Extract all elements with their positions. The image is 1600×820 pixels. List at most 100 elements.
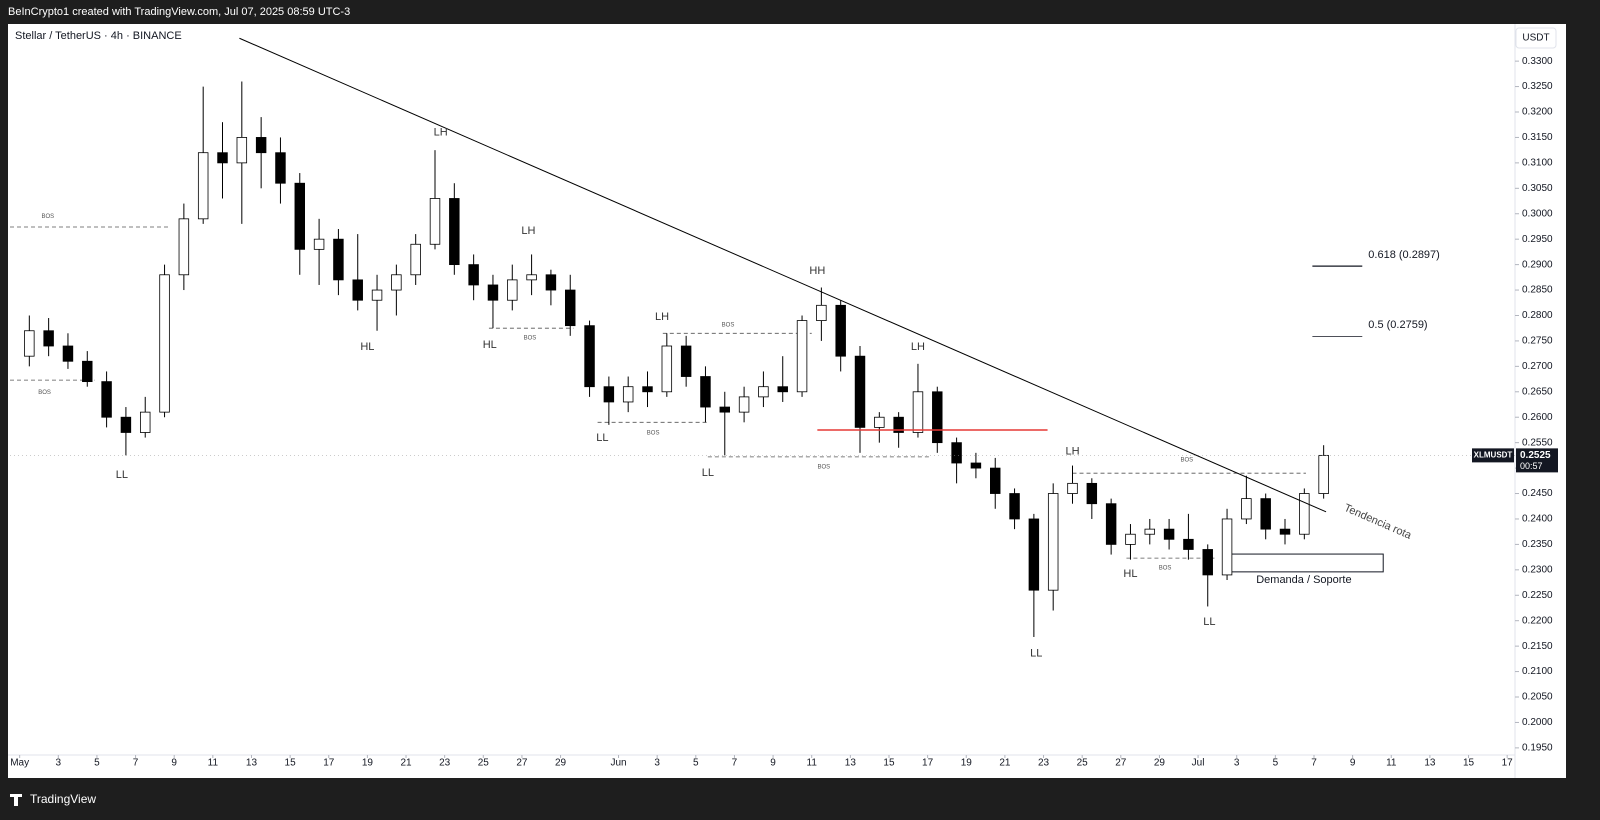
candle-body	[1105, 503, 1117, 545]
y-tick-label: 0.2250	[1522, 590, 1553, 601]
x-tick-label: 11	[807, 758, 818, 769]
candle-body	[990, 467, 1001, 494]
candle-body	[1047, 493, 1059, 591]
candle-body	[758, 386, 769, 398]
swing-label: LL	[1030, 648, 1042, 660]
y-tick-label: 0.3250	[1522, 81, 1553, 92]
swing-label: HL	[483, 339, 497, 351]
candle-body	[835, 304, 846, 357]
x-tick-label: 9	[1350, 758, 1356, 769]
swing-label: LL	[116, 469, 128, 481]
y-tick-label: 0.2650	[1522, 386, 1553, 397]
y-tick-label: 0.2850	[1522, 285, 1553, 296]
swing-label: HL	[1123, 568, 1137, 580]
credit: BeInCrypto1 created with TradingView.com…	[8, 6, 350, 18]
candle-body	[642, 386, 653, 393]
x-tick-label: 15	[285, 758, 297, 769]
x-tick-label: Jun	[610, 758, 626, 769]
y-tick-label: 0.2100	[1522, 666, 1553, 677]
swing-label: HL	[360, 341, 374, 353]
swing-label: LH	[434, 126, 448, 138]
y-tick-label: 0.2200	[1522, 615, 1553, 626]
candle-body	[680, 345, 692, 377]
candle-body	[197, 152, 209, 220]
swing-label: LH	[655, 311, 669, 323]
currency-box	[1515, 27, 1557, 49]
countdown: 00:57	[1520, 461, 1543, 471]
candle-body	[526, 274, 537, 281]
bos-label: BOS	[722, 323, 735, 329]
x-tick-label: 5	[1273, 758, 1279, 769]
y-tick-label: 0.3050	[1522, 183, 1553, 194]
y-tick-label: 0.3150	[1522, 132, 1553, 143]
y-tick-label: 0.3100	[1522, 158, 1553, 169]
swing-label: LH	[521, 225, 535, 237]
x-tick-label: 3	[1234, 758, 1240, 769]
x-tick-label: 27	[1115, 758, 1127, 769]
candle-body	[178, 218, 190, 276]
fib-label: 0.618 (0.2897)	[1368, 249, 1440, 261]
candle-body	[796, 320, 808, 393]
x-tick-label: 7	[732, 758, 738, 769]
candle-body	[738, 396, 750, 413]
candle-body	[1260, 498, 1271, 530]
candle-body	[1279, 528, 1291, 535]
candle-body	[1202, 549, 1213, 576]
candle-body	[1241, 498, 1252, 520]
x-tick-label: 9	[171, 758, 177, 769]
x-tick-label: 7	[1311, 758, 1317, 769]
x-tick-label: 15	[1463, 758, 1475, 769]
candle-body	[371, 289, 383, 301]
x-tick-label: May	[10, 758, 29, 769]
swing-label: LL	[1203, 616, 1215, 628]
swing-label: LL	[596, 432, 608, 444]
swing-label: LH	[911, 341, 925, 353]
x-tick-label: 9	[770, 758, 776, 769]
x-tick-label: 21	[999, 758, 1011, 769]
price-tag	[1516, 448, 1558, 473]
candle-body	[777, 386, 788, 393]
candle-body	[1144, 528, 1156, 535]
x-tick-label: 17	[323, 758, 335, 769]
x-tick-label: 23	[1038, 758, 1050, 769]
y-tick-label: 0.2750	[1522, 336, 1553, 347]
candle-body	[487, 284, 499, 301]
x-tick-label: 25	[1077, 758, 1089, 769]
candle-body	[294, 182, 306, 250]
brand-logo	[10, 794, 22, 806]
candle-body	[874, 416, 885, 428]
x-tick-label: 5	[693, 758, 699, 769]
candle-body	[313, 238, 325, 250]
symbol: Stellar / TetherUS · 4h · BINANCE	[15, 30, 182, 42]
bos-label: BOS	[41, 214, 54, 220]
candle-body	[507, 279, 518, 301]
y-tick-label: 0.2900	[1522, 259, 1553, 270]
swing-label: HH	[809, 265, 825, 277]
candle-body	[970, 462, 982, 469]
candle-body	[912, 391, 924, 433]
y-tick-label: 0.2350	[1522, 539, 1553, 550]
candle-body	[391, 274, 402, 291]
y-tick-label: 0.2300	[1522, 564, 1553, 575]
candle-body	[893, 416, 904, 433]
candle-body	[1221, 518, 1233, 576]
y-tick-label: 0.3300	[1522, 56, 1553, 67]
chart-area	[8, 24, 1566, 778]
candle-body	[217, 152, 228, 164]
candle-body	[62, 345, 74, 362]
x-tick-label: 19	[961, 758, 973, 769]
bos-label: BOS	[1180, 458, 1193, 464]
candle-body	[700, 376, 711, 408]
candle-body	[120, 416, 132, 433]
x-tick-label: 17	[1502, 758, 1514, 769]
candle-body	[236, 137, 248, 164]
y-tick-label: 0.3200	[1522, 107, 1553, 118]
bos-label: BOS	[817, 465, 830, 471]
x-tick-label: 27	[516, 758, 528, 769]
candle-body	[816, 304, 827, 321]
candle-body	[449, 198, 460, 266]
x-tick-label: 11	[1386, 758, 1397, 769]
candle-body	[584, 325, 595, 388]
candle-body	[468, 264, 479, 286]
